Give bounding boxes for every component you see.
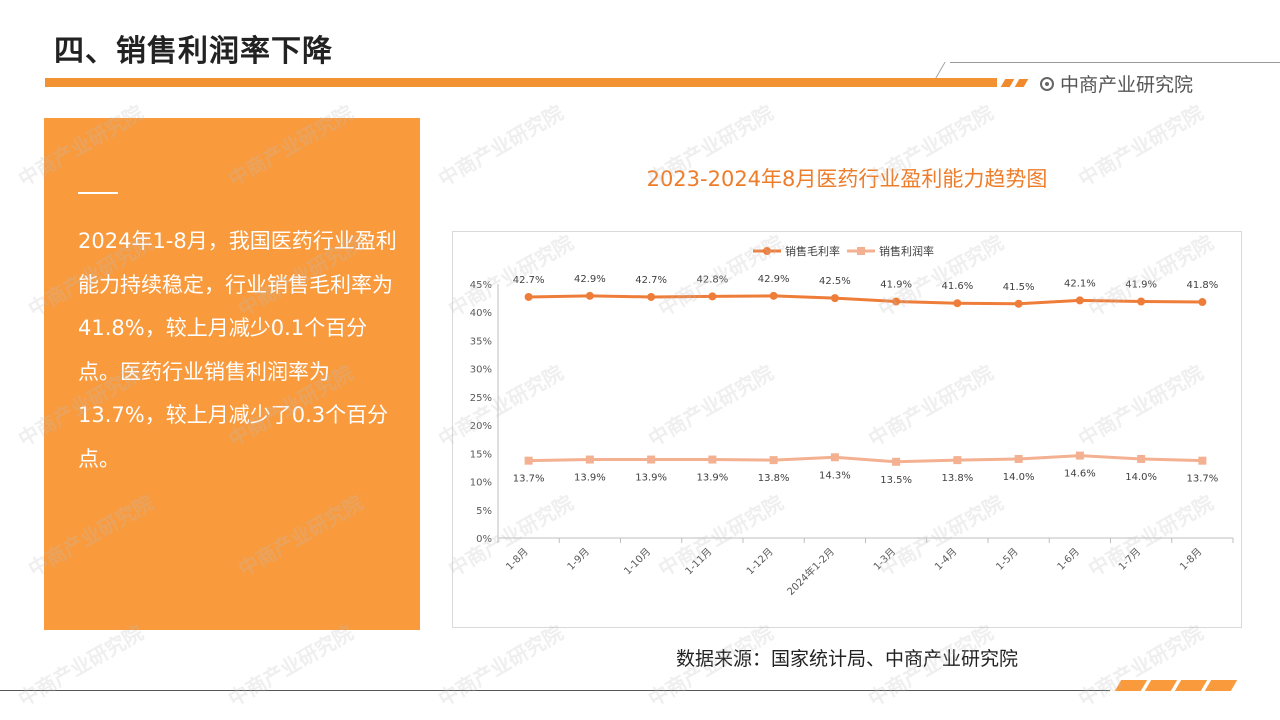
y-tick-label: 25% [470, 393, 492, 404]
x-tick-label: 1-11月 [683, 546, 715, 578]
x-tick-label: 1-4月 [932, 546, 959, 573]
data-label: 42.7% [513, 275, 545, 286]
data-point [524, 456, 533, 465]
data-point [892, 297, 901, 306]
data-source: 数据来源：国家统计局、中商产业研究院 [675, 648, 1018, 670]
data-label: 41.6% [941, 281, 973, 292]
data-point [1198, 456, 1207, 465]
footer-stripe [1114, 680, 1148, 691]
data-label: 13.9% [696, 473, 728, 484]
data-label: 13.5% [880, 475, 912, 486]
data-point [585, 291, 594, 300]
target-icon [1040, 76, 1054, 91]
chart-area: 0% 5% 10% 15% 20% 25% 30% 35% 40% 45% 1-8月 1-9月 1-10… [452, 231, 1242, 628]
data-label: 42.9% [574, 274, 606, 285]
chart-title: 2023-2024年8月医药行业盈利能力趋势图 [646, 167, 1048, 191]
data-point [647, 455, 656, 464]
data-point [769, 456, 778, 465]
page-title: 四、销售利润率下降 [54, 34, 333, 69]
data-point [708, 292, 717, 301]
x-tick-label: 1-12月 [744, 546, 776, 578]
footer-stripe [1204, 680, 1238, 691]
y-tick-label: 5% [476, 506, 492, 517]
data-label: 13.9% [635, 473, 667, 484]
data-point [769, 291, 778, 300]
series-line [528, 454, 1203, 464]
data-point [1198, 298, 1207, 307]
data-point [708, 455, 717, 464]
data-label: 41.9% [880, 279, 912, 290]
accent-stripe [1000, 79, 1015, 87]
data-label: 41.9% [1125, 279, 1157, 290]
data-label: 14.3% [819, 470, 851, 481]
header-rule [950, 62, 1280, 63]
brand-name: 中商产业研究院 [1060, 74, 1194, 96]
data-point [1137, 297, 1146, 306]
summary-panel: 2024年1-8月，我国医药行业盈利能力持续稳定，行业销售毛利率为41.8%，较… [44, 118, 420, 630]
data-label: 14.0% [1125, 472, 1157, 483]
x-tick-label: 1-9月 [565, 546, 592, 573]
x-tick-label: 1-8月 [1177, 546, 1204, 573]
data-point [524, 292, 533, 301]
data-label: 41.5% [1003, 282, 1035, 293]
y-tick-label: 20% [470, 421, 492, 432]
data-label: 13.7% [513, 474, 545, 485]
data-label: 42.9% [758, 274, 790, 285]
data-label: 42.5% [819, 276, 851, 287]
header-rule-slant [935, 62, 946, 78]
data-point [892, 457, 901, 466]
series-line [528, 294, 1203, 306]
data-point [953, 456, 962, 465]
y-tick-label: 10% [470, 478, 492, 489]
x-tick-label: 1-5月 [994, 546, 1021, 573]
data-point [647, 292, 656, 301]
brand: 中商产业研究院 [1040, 70, 1193, 97]
panel-dash [78, 192, 118, 194]
data-label: 42.7% [635, 275, 667, 286]
x-tick-label: 1-7月 [1116, 546, 1143, 573]
legend-label: 销售利润率 [879, 244, 934, 258]
y-tick-label: 40% [470, 308, 492, 319]
watermark: 中商产业研究院 [224, 620, 358, 712]
data-label: 13.8% [941, 473, 973, 484]
data-label: 41.8% [1186, 280, 1218, 291]
title-underline-bar [45, 78, 997, 87]
footer-stripe [1174, 680, 1208, 691]
legend-label: 销售毛利率 [785, 244, 840, 258]
legend-marker [763, 247, 771, 255]
y-tick-label: 15% [470, 449, 492, 460]
legend-marker [857, 247, 865, 255]
data-point [953, 299, 962, 308]
data-label: 42.1% [1064, 278, 1096, 289]
watermark: 中商产业研究院 [14, 620, 148, 712]
y-tick-label: 45% [470, 280, 492, 291]
data-label: 42.8% [696, 274, 728, 285]
line-chart: 0% 5% 10% 15% 20% 25% 30% 35% 40% 45% 1-8月 1-9月 1-10… [470, 244, 1234, 598]
footer-rule [0, 690, 1110, 691]
data-label: 14.0% [1003, 472, 1035, 483]
data-label: 13.7% [1186, 474, 1218, 485]
data-label: 14.6% [1064, 469, 1096, 480]
data-label: 13.8% [758, 473, 790, 484]
data-point [1075, 451, 1084, 460]
x-tick-label: 1-10月 [622, 546, 654, 578]
data-point [585, 455, 594, 464]
data-point [1014, 299, 1023, 308]
data-point [1137, 454, 1146, 463]
data-point [830, 294, 839, 303]
y-tick-label: 30% [470, 365, 492, 376]
x-tick-label: 1-3月 [871, 546, 898, 573]
y-tick-label: 35% [470, 336, 492, 347]
x-tick-label: 1-8月 [504, 546, 531, 573]
data-point [1014, 454, 1023, 463]
data-label: 13.9% [574, 473, 606, 484]
y-tick-label: 0% [476, 534, 492, 545]
x-tick-label: 2024年1-2月 [784, 545, 837, 598]
accent-stripe [1014, 79, 1029, 87]
data-point [1075, 296, 1084, 305]
x-tick-label: 1-6月 [1055, 546, 1082, 573]
footer-stripe [1144, 680, 1178, 691]
summary-text: 2024年1-8月，我国医药行业盈利能力持续稳定，行业销售毛利率为41.8%，较… [78, 229, 397, 471]
data-point [830, 453, 839, 462]
